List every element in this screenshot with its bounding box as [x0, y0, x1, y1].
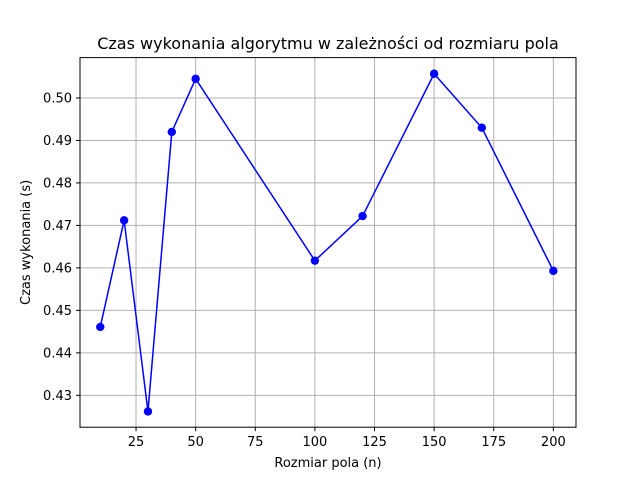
y-tick-label: 0.46: [43, 261, 72, 276]
data-point: [429, 69, 439, 78]
y-axis-label: Czas wykonania (s): [19, 180, 34, 305]
x-tick-label: 150: [422, 435, 447, 450]
y-axis: 0.43 0.44 0.45 0.46 0.47 0.48 0.49 0.50: [43, 91, 80, 404]
x-tick-label: 75: [247, 435, 264, 450]
series-line: [99, 72, 555, 413]
data-point: [119, 216, 129, 225]
x-axis: 25 50 75 100 125 150 175 200: [128, 427, 566, 450]
data-point: [477, 123, 487, 132]
data-point: [96, 322, 105, 332]
x-tick-label: 200: [541, 435, 566, 450]
x-tick-label: 175: [481, 435, 506, 450]
chart-title: Czas wykonania algorytmu w zależności od…: [97, 34, 559, 53]
y-tick-label: 0.49: [43, 134, 72, 149]
data-point: [191, 74, 200, 84]
x-tick-label: 125: [362, 435, 387, 450]
x-tick-label: 50: [187, 435, 204, 450]
y-tick-label: 0.47: [43, 219, 72, 234]
data-point: [358, 211, 367, 221]
data-point: [167, 127, 177, 137]
x-axis-label: Rozmiar pola (n): [274, 456, 381, 471]
plot-frame: [79, 57, 577, 428]
y-tick-label: 0.43: [43, 389, 72, 404]
y-tick-label: 0.44: [43, 346, 72, 361]
data-point: [310, 256, 320, 265]
x-tick-label: 100: [302, 435, 327, 450]
data-point: [143, 407, 153, 416]
y-tick-label: 0.45: [43, 304, 72, 319]
grid: [80, 57, 576, 428]
series-layer: [96, 69, 558, 416]
y-tick-label: 0.48: [43, 176, 72, 191]
data-point: [549, 266, 558, 276]
y-tick-label: 0.50: [43, 91, 72, 106]
x-tick-label: 25: [128, 435, 145, 450]
